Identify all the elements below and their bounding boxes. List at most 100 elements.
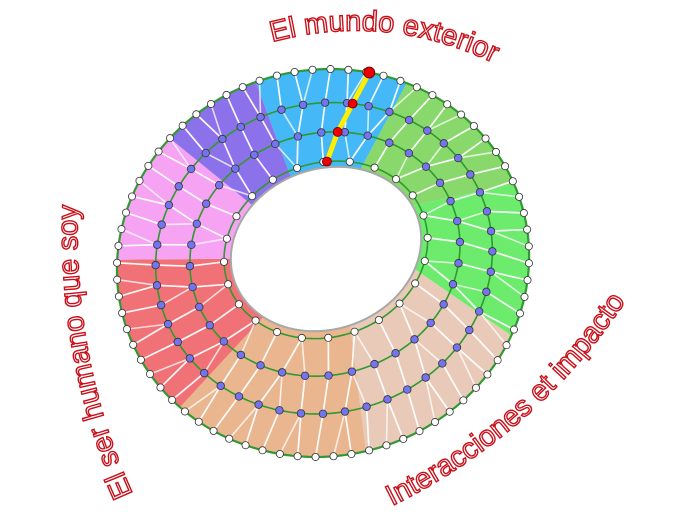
node-white <box>194 417 203 426</box>
node-white <box>428 91 437 100</box>
connection-line <box>280 109 299 137</box>
node-purple <box>156 300 166 310</box>
connection-line <box>297 104 304 137</box>
connection-line <box>395 152 410 180</box>
node-white <box>519 209 528 218</box>
node-purple <box>174 182 183 191</box>
node-white <box>268 175 277 184</box>
node-white <box>415 427 424 436</box>
connection-line <box>344 132 351 162</box>
connection-line <box>457 220 492 232</box>
node-white <box>222 234 231 243</box>
node-white <box>379 71 388 80</box>
node-white <box>311 452 320 461</box>
connection-line <box>426 103 448 132</box>
connection-line <box>238 364 262 397</box>
node-purple <box>254 400 263 409</box>
node-purple <box>370 359 379 369</box>
node-purple <box>474 307 484 316</box>
highlight-path <box>324 70 372 165</box>
connection-line <box>302 69 314 106</box>
node-white <box>374 315 383 324</box>
connection-line <box>408 130 428 154</box>
node-purple <box>453 216 462 226</box>
connection-line <box>244 404 260 446</box>
connection-line <box>427 237 461 243</box>
node-white <box>225 434 234 443</box>
connection-line <box>478 310 508 346</box>
node-white <box>365 446 374 455</box>
node-purple <box>185 261 195 271</box>
highlight-node <box>363 66 376 79</box>
node-purple <box>438 359 447 368</box>
node-white <box>523 225 532 234</box>
node-purple <box>231 164 240 173</box>
connection-line <box>414 282 445 305</box>
node-purple <box>187 240 196 250</box>
connection-line <box>198 283 229 308</box>
node-white <box>524 242 533 251</box>
node-white <box>118 308 127 317</box>
node-purple <box>271 139 280 149</box>
node-purple <box>362 402 371 411</box>
node-purple <box>435 178 445 188</box>
node-white <box>344 65 353 74</box>
connection-line <box>450 191 481 202</box>
node-purple <box>277 105 286 114</box>
node-purple <box>173 337 182 347</box>
node-purple <box>250 150 259 160</box>
sector-blue <box>255 69 407 178</box>
connection-line <box>458 262 491 273</box>
connection-line <box>395 165 427 180</box>
node-purple <box>466 170 475 179</box>
ring-1 <box>189 131 461 377</box>
node-purple <box>236 350 246 360</box>
connection-line <box>346 71 367 104</box>
node-white <box>524 259 533 268</box>
node-white <box>347 450 356 459</box>
connection-line <box>385 399 389 446</box>
node-purple <box>364 101 373 111</box>
connection-line <box>386 399 405 440</box>
connection-line <box>218 184 253 197</box>
node-purple <box>486 267 495 276</box>
node-white <box>419 211 428 220</box>
node-white <box>324 333 333 342</box>
node-white <box>408 191 417 200</box>
connection-line <box>332 411 346 457</box>
node-purple <box>385 107 394 117</box>
connection-line <box>388 86 418 113</box>
connection-line <box>192 283 229 288</box>
node-purple <box>256 361 265 370</box>
node-purple <box>185 354 195 363</box>
node-purple <box>423 126 432 135</box>
node-white <box>122 325 131 334</box>
node-purple <box>236 122 245 132</box>
connection-line <box>373 363 389 400</box>
node-purple <box>465 325 474 335</box>
node-purple <box>201 148 210 158</box>
node-purple <box>214 180 224 190</box>
node-white <box>297 333 306 342</box>
connection-line <box>492 250 530 264</box>
node-white <box>121 208 130 217</box>
connection-line <box>240 126 255 156</box>
connection-line <box>388 119 410 144</box>
node-white <box>117 225 126 234</box>
connection-line <box>205 152 236 170</box>
node-white <box>144 161 153 170</box>
sector-red <box>116 258 264 408</box>
node-white <box>423 233 432 242</box>
highlight-line <box>324 70 372 165</box>
connection-line <box>300 375 306 414</box>
node-white <box>396 76 405 85</box>
node-purple <box>475 188 485 197</box>
node-purple <box>410 335 419 344</box>
node-white <box>483 370 492 379</box>
connection-line <box>314 413 324 458</box>
connection-line <box>349 135 369 163</box>
connection-line <box>293 71 304 106</box>
node-white <box>457 110 466 119</box>
node-white <box>258 446 267 455</box>
connection-line <box>223 319 257 343</box>
